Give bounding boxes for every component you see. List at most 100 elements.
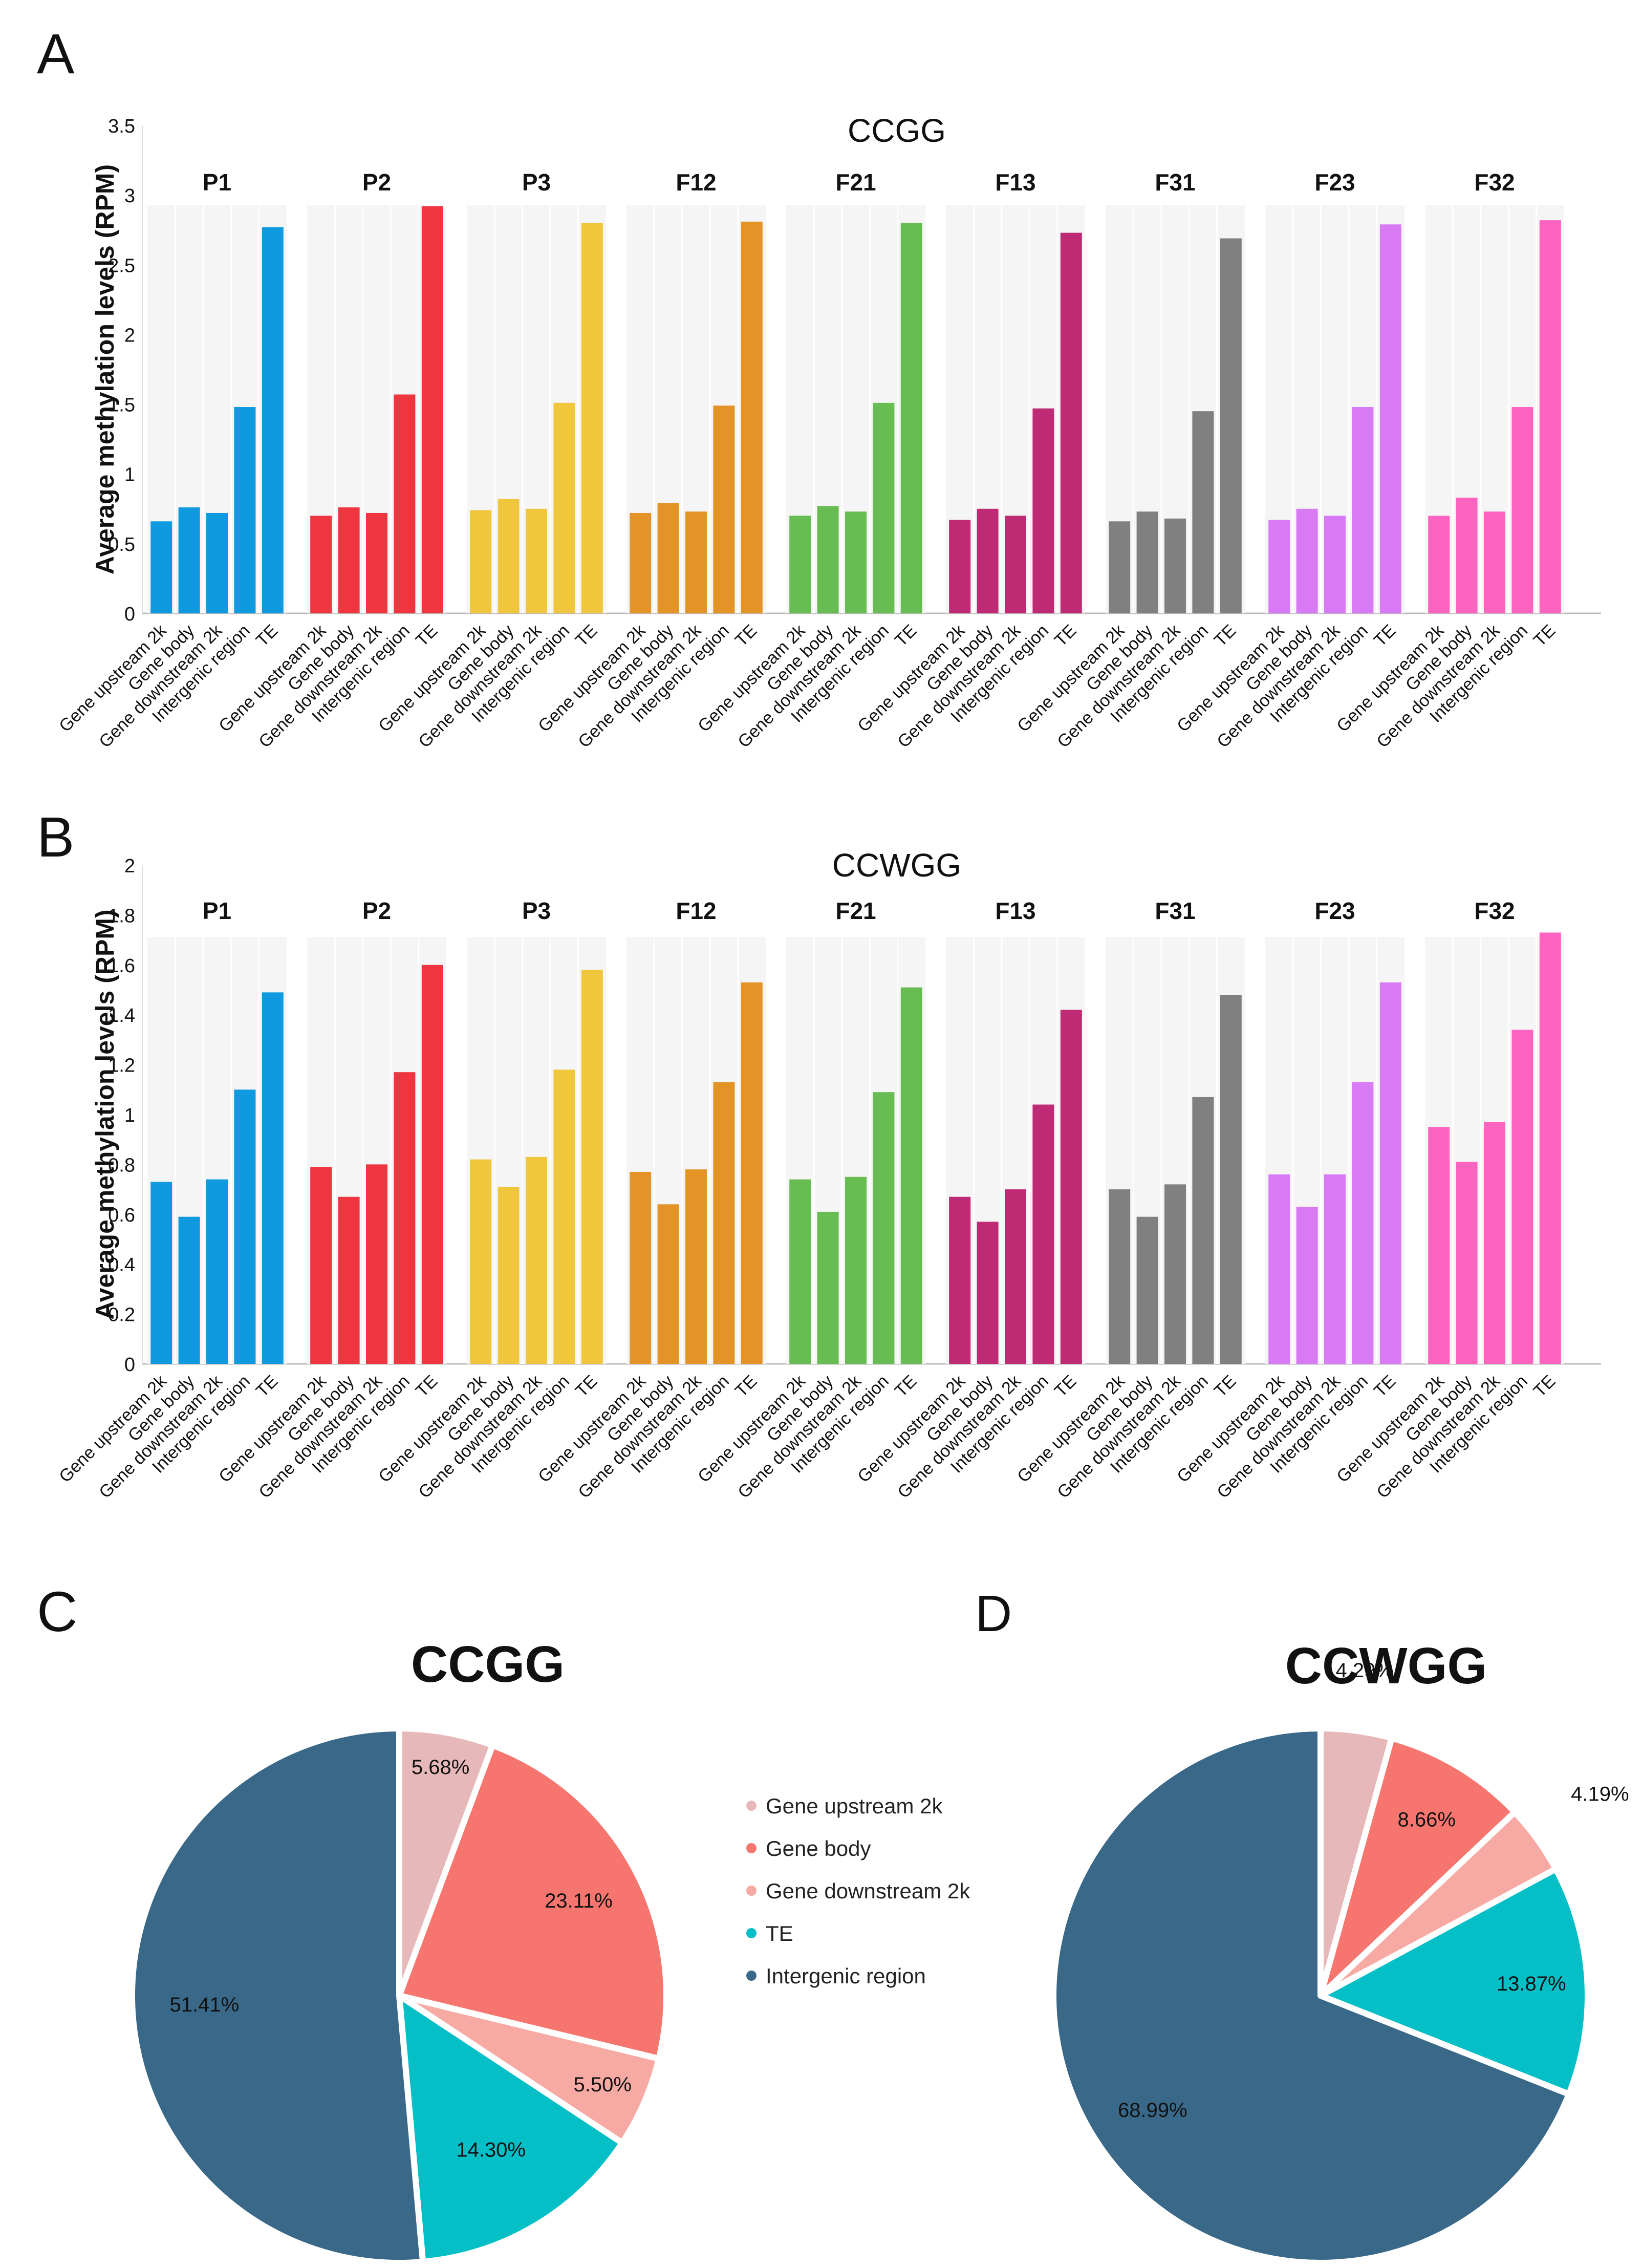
facet-label: P1 [203,169,231,196]
bar [817,506,839,613]
pie-slice [1317,1735,1518,1999]
legend-label: Gene downstream 2k [766,1879,970,1903]
bar [178,1216,200,1364]
x-tick-label: TE [731,621,761,651]
bar [900,987,922,1364]
bar [741,982,763,1364]
y-tick-label: 2.5 [108,255,135,276]
bar [498,1187,520,1364]
bar [421,965,443,1364]
bar [206,1179,228,1364]
legend-marker [746,1886,757,1896]
slice-label: 4.19% [1571,1783,1629,1806]
bar [685,511,707,613]
x-tick-label: TE [572,621,601,651]
facet-label: P2 [362,169,391,196]
bar [1379,982,1401,1364]
facet-label: P1 [203,897,231,924]
bar [1484,1122,1505,1364]
y-tick-label: 3 [124,185,135,207]
legend-label: Gene body [766,1836,871,1860]
bar [1324,516,1346,613]
pie-slice [396,1993,662,2146]
panel-label-d: D [975,1585,1012,1642]
facet-label: F23 [1314,169,1355,196]
bar [526,1157,547,1364]
bar [1484,511,1505,613]
panel-label-c: C [37,1580,78,1643]
y-axis-title: Average methylation levels (RPM) [91,164,119,574]
bar [1220,238,1242,614]
pie-slice [128,1725,426,2266]
slice-label: 51.41% [169,1994,239,2016]
bar [1539,932,1561,1364]
bar [657,1204,679,1364]
bar [741,221,763,613]
x-tick-label: TE [412,1372,442,1401]
facet-label: F12 [676,169,716,196]
bar [394,394,416,613]
bar [338,507,360,613]
slice-label: 23.11% [545,1890,613,1912]
y-tick-label: 0 [124,1354,135,1376]
bar [470,510,492,613]
slice-label: 5.50% [573,2073,631,2096]
y-tick-label: 1 [124,464,135,486]
bar [150,521,172,613]
bar [150,1182,172,1364]
y-tick-label: 1.4 [108,1005,135,1026]
slice-label: 68.99% [1118,2099,1187,2122]
x-tick-label: TE [252,1372,282,1401]
bar [1060,232,1082,613]
slice-label: 13.87% [1497,1973,1566,1995]
bar [1428,1127,1450,1364]
legend-marker [746,1843,757,1853]
x-tick-label: TE [1370,1372,1400,1401]
chart-title: CCGG [848,112,946,149]
y-tick-label: 3.5 [108,116,135,137]
x-tick-label: TE [1211,621,1240,651]
bar [1192,411,1214,613]
bar [1268,1174,1290,1364]
bar [685,1169,707,1364]
bar [789,516,811,613]
bar [789,1179,811,1364]
y-tick-label: 0.4 [108,1254,135,1276]
bar [1060,1010,1082,1364]
bar [657,503,679,613]
bar [1109,1189,1131,1364]
facet-label: F32 [1474,897,1515,924]
x-tick-label: TE [1370,621,1400,651]
bar [1109,521,1131,613]
legend-marker [746,1801,757,1811]
chart-title: CCWGG [832,847,961,884]
bar [206,512,228,613]
y-tick-label: 1.2 [108,1055,135,1077]
bar [338,1196,360,1364]
x-tick-label: TE [1530,621,1560,651]
y-axis-title: Average methylation levels (RPM) [91,909,119,1319]
bar [1005,1189,1026,1364]
x-tick-label: TE [252,621,282,651]
x-tick-label: TE [891,621,921,651]
y-tick-label: 1.8 [108,905,135,927]
bar [630,512,652,613]
legend-label: TE [766,1921,793,1945]
bar-chart-ccwgg: 0 0.2 0.4 0.6 0.8 1 1.2 1.4 1.6 1.8 2 Average methy… [55,847,1601,1502]
x-tick-label: TE [1211,1372,1240,1401]
pie-slice [1317,1866,1591,2098]
bar [630,1172,652,1364]
bar [873,402,895,613]
bar [845,511,867,613]
facet-label: F12 [676,897,716,924]
bar [1352,407,1374,613]
facet-label: F23 [1314,897,1355,924]
bar [366,1164,387,1364]
legend-marker [746,1928,757,1938]
bar [234,407,256,613]
facet-label: F13 [995,169,1035,196]
x-tick-label: TE [1051,621,1081,651]
y-tick-label: 2 [124,855,135,877]
bar [873,1092,895,1364]
